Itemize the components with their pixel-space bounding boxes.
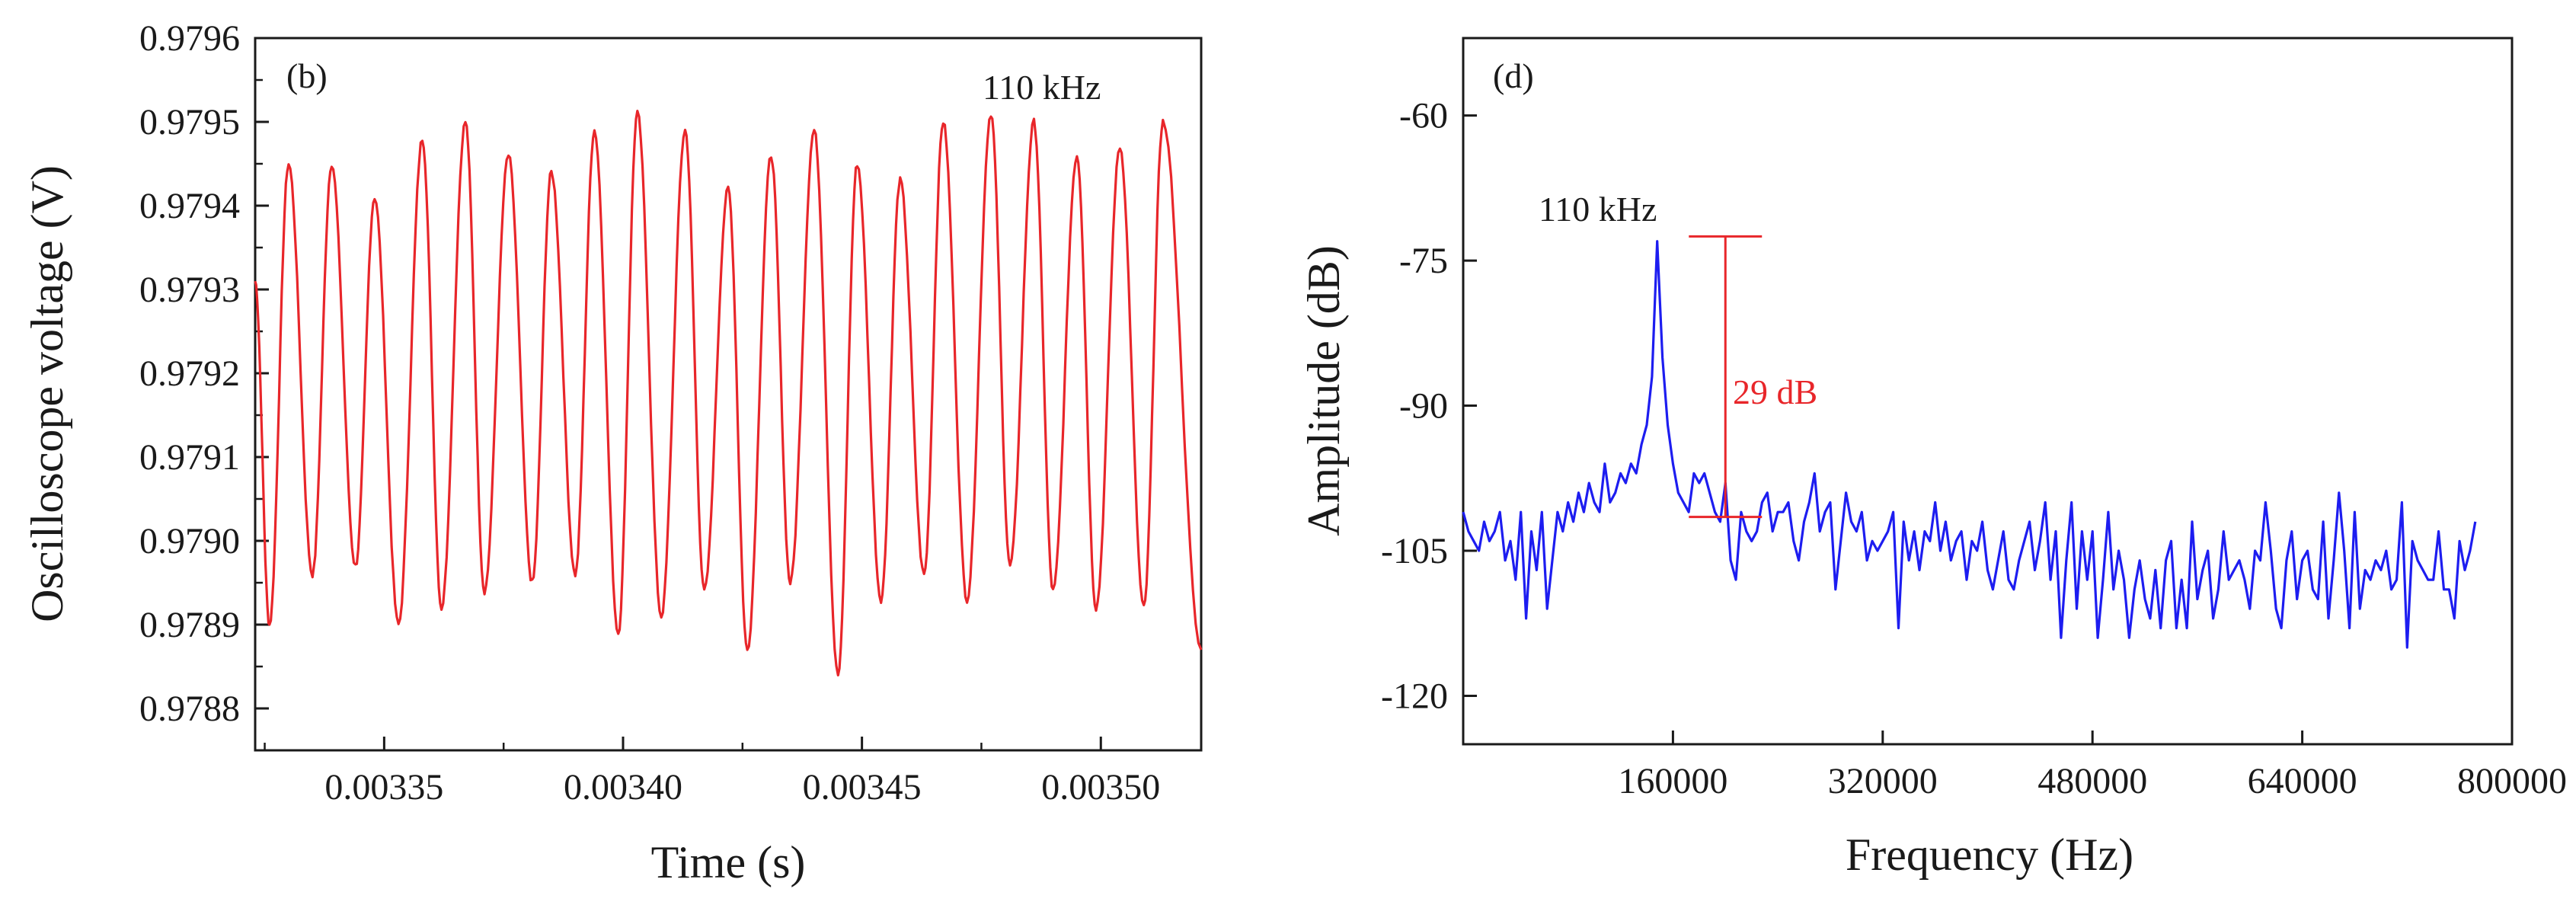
- panel-d-spectrum-series-line: [1462, 240, 2477, 649]
- x-tick-label: 0.00350: [1041, 767, 1160, 807]
- panel-d-tag: (d): [1493, 56, 1534, 95]
- x-tick-label: 160000: [1618, 761, 1727, 801]
- panel-b-plot-frame: [254, 37, 1203, 752]
- panel-d-ticks: 160000 320000 480000 640000 800000 -120 -105 -9…: [1381, 96, 2567, 801]
- x-tick-label: 0.00345: [803, 767, 922, 807]
- panel-d-29db-label: 29 dB: [1733, 372, 1817, 411]
- y-tick-label: 0.9793: [139, 270, 240, 310]
- panel-d-29db-bracket: [1689, 235, 1763, 519]
- y-tick-label: 0.9796: [139, 18, 240, 59]
- panel-b-tag: (b): [286, 56, 328, 95]
- panel-d-peak-annotation: 110 kHz: [1539, 190, 1657, 229]
- panel-b-frequency-annotation: 110 kHz: [983, 68, 1101, 107]
- x-tick-label: 320000: [1828, 761, 1938, 801]
- panel-d-spectrum-chart: 160000 320000 480000 640000 800000 -120 -105 -9…: [1299, 37, 2567, 880]
- panel-d-x-axis-title: Frequency (Hz): [1846, 830, 2133, 880]
- y-tick-label: -105: [1381, 531, 1448, 571]
- x-tick-label: 800000: [2457, 761, 2567, 801]
- x-tick-label: 480000: [2037, 761, 2147, 801]
- panel-b-oscilloscope-chart: 0.00335 0.00340 0.00345 0.00350 0.9788 0.9789…: [22, 18, 1203, 887]
- x-tick-label: 0.00335: [324, 767, 443, 807]
- y-tick-label: 0.9791: [139, 437, 240, 478]
- x-tick-label: 0.00340: [564, 767, 682, 807]
- panel-b-x-axis-title: Time (s): [651, 837, 806, 887]
- y-tick-label: 0.9794: [139, 186, 240, 226]
- y-tick-label: 0.9788: [139, 689, 240, 729]
- y-tick-label: -75: [1399, 241, 1448, 281]
- y-tick-label: 0.9792: [139, 353, 240, 394]
- y-tick-label: 0.9790: [139, 521, 240, 561]
- y-tick-label: -60: [1399, 96, 1448, 136]
- y-tick-label: -90: [1399, 386, 1448, 427]
- panel-d-plot-frame: [1462, 37, 2514, 746]
- y-tick-label: 0.9789: [139, 605, 240, 645]
- panel-d-y-axis-title: Amplitude (dB): [1299, 245, 1349, 536]
- panel-b-ticks: 0.00335 0.00340 0.00345 0.00350 0.9788 0.9789…: [139, 18, 1160, 807]
- panel-b-y-axis-title: Oscilloscope voltage (V): [22, 165, 72, 622]
- y-tick-label: 0.9795: [139, 102, 240, 142]
- x-tick-label: 640000: [2248, 761, 2357, 801]
- panel-b-voltage-series-line: [254, 110, 1203, 676]
- y-tick-label: -120: [1381, 676, 1448, 717]
